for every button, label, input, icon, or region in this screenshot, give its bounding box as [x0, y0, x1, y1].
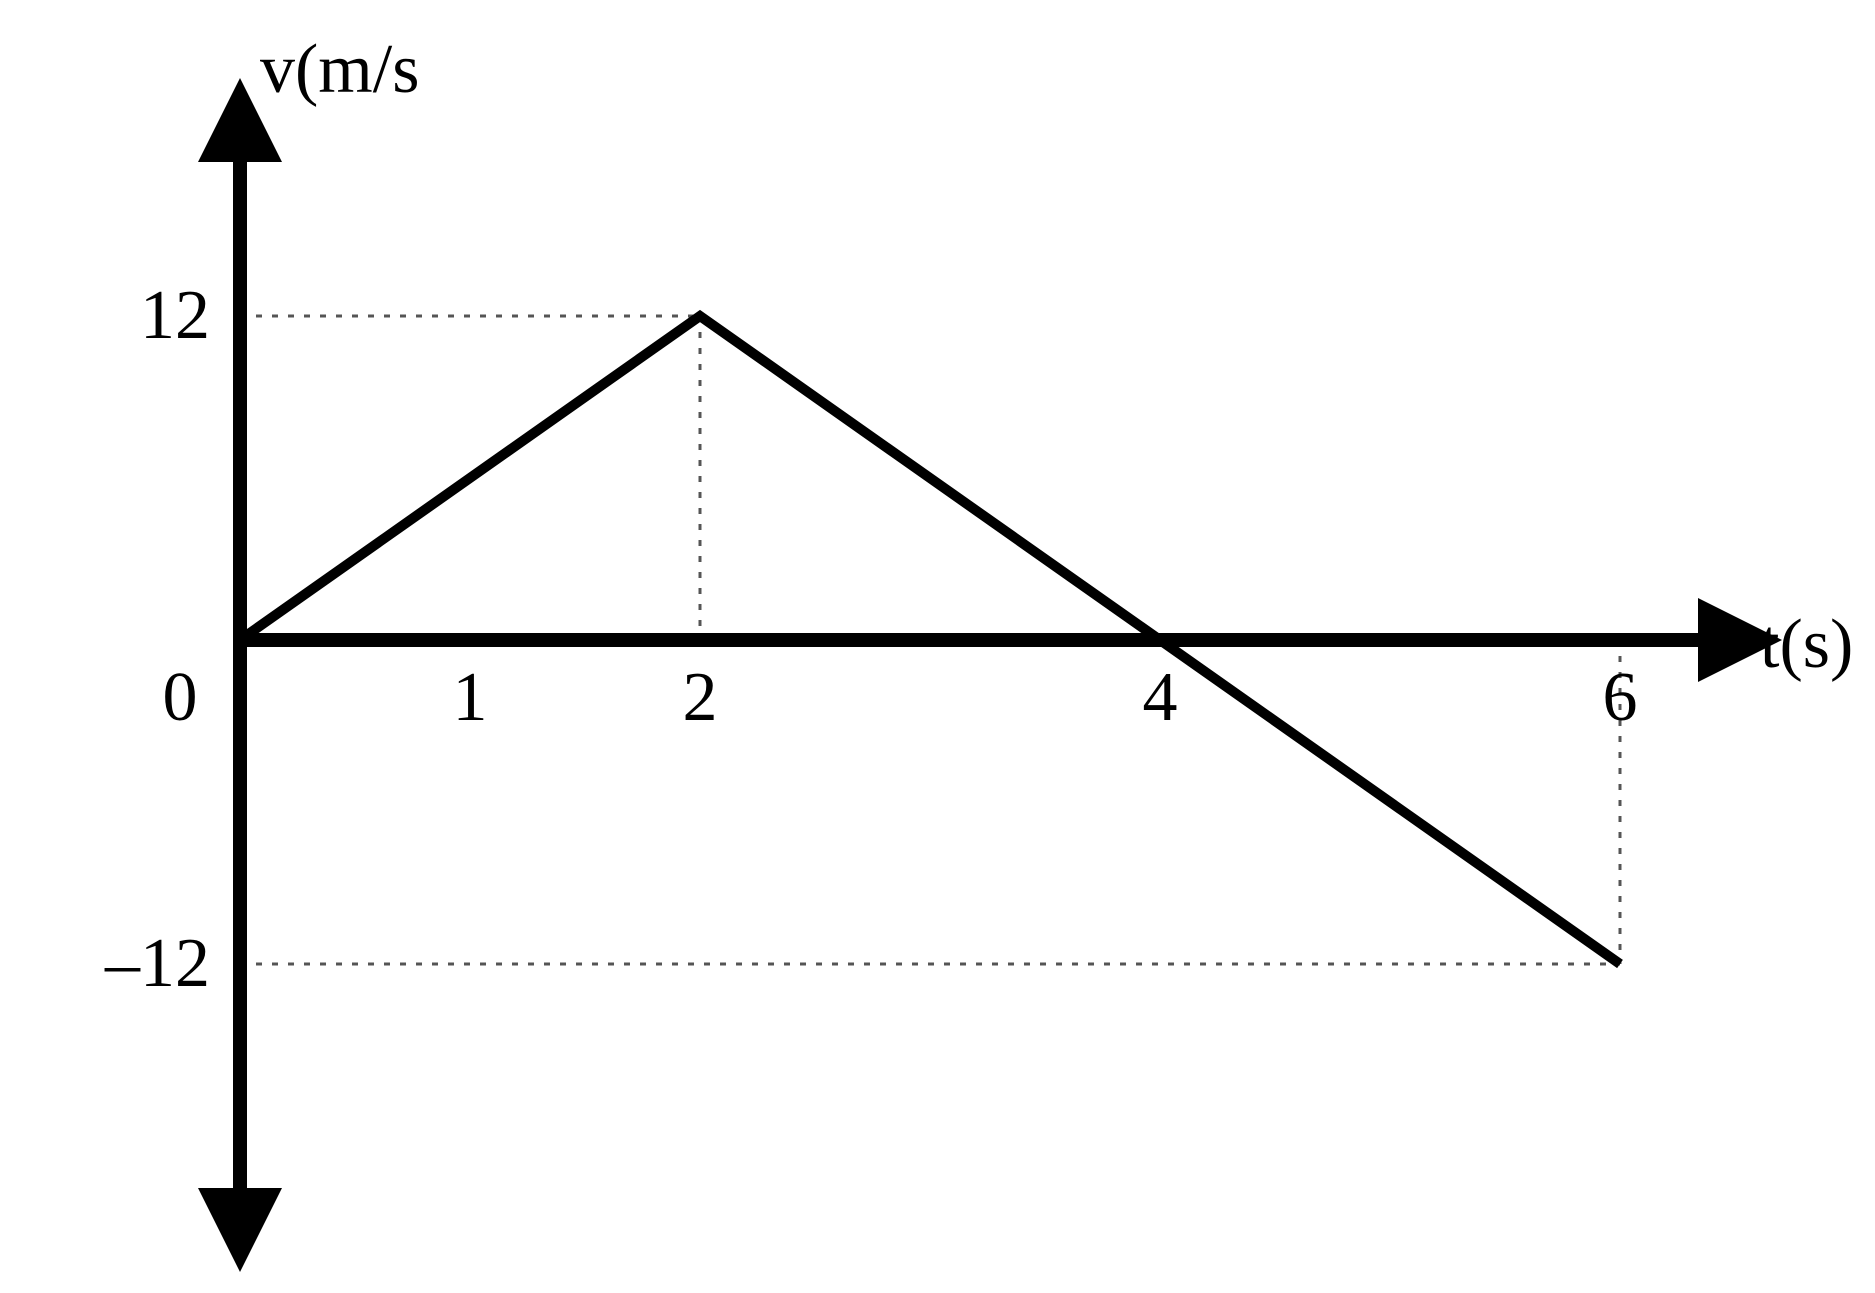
x-tick-6: 6	[1603, 658, 1638, 738]
x-axis-label: t(s)	[1760, 605, 1853, 685]
x-tick-1: 1	[453, 658, 488, 738]
chart-svg	[0, 0, 1875, 1293]
y-axis-label: v(m/s	[260, 30, 419, 110]
y-tick-12: 12	[140, 276, 210, 356]
velocity-time-chart: v(m/s t(s) 12 –12 0 1 2 4 6	[0, 0, 1875, 1293]
x-tick-2: 2	[683, 658, 718, 738]
y-tick-neg-12: –12	[105, 924, 210, 1004]
origin-label: 0	[163, 658, 198, 738]
x-tick-4: 4	[1143, 658, 1178, 738]
